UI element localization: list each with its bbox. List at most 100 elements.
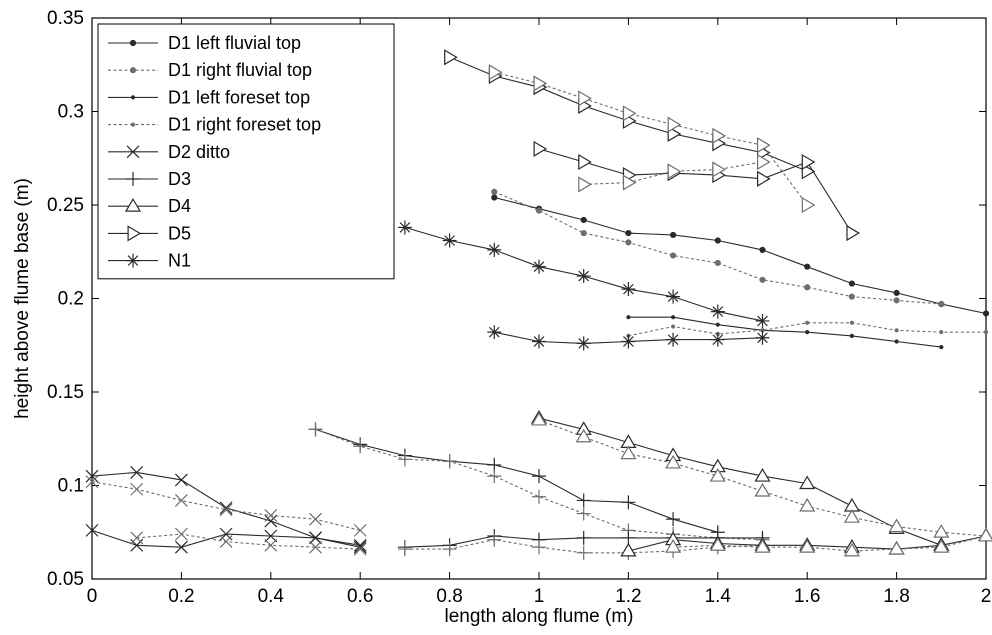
data-point-x <box>264 514 278 528</box>
data-point-plus <box>397 452 412 467</box>
data-point-dot <box>893 297 900 304</box>
data-point-point <box>130 95 136 100</box>
data-point-star <box>576 336 591 351</box>
data-point-plus <box>442 542 457 557</box>
data-point-dot <box>714 237 721 244</box>
legend-label: D1 left fluvial top <box>168 33 301 53</box>
data-point-triangle-right <box>578 176 592 193</box>
data-point-x <box>130 531 144 545</box>
data-point-x <box>174 527 188 541</box>
data-point-triangle-up <box>933 539 950 553</box>
data-point-dot <box>625 239 632 246</box>
data-point-point <box>130 122 136 127</box>
data-point-star <box>487 242 502 257</box>
axes: 0 0.2 0.4 0.6 0.8 1 1.2 1.4 1.6 1.8 2 0.05 0.1 0.15 0.… <box>47 8 991 607</box>
data-point-dot <box>714 259 721 267</box>
data-point-point <box>939 330 944 335</box>
data-point-star <box>621 282 636 297</box>
legend-entry: N1 <box>108 251 191 271</box>
data-point-star <box>621 334 636 349</box>
x-tick-label: 1.2 <box>615 586 641 607</box>
x-tick-label: 0 <box>87 586 98 607</box>
data-point-plus <box>621 530 636 545</box>
data-point-dot <box>491 188 498 196</box>
data-point-star <box>532 259 546 274</box>
data-point-plus <box>576 506 591 521</box>
data-point-triangle-up <box>620 542 637 557</box>
series-line <box>494 196 987 315</box>
data-point-x <box>85 469 99 483</box>
data-point-x <box>309 512 322 526</box>
data-point-star <box>532 334 546 349</box>
data-point-triangle-right <box>712 127 726 144</box>
data-point-dot <box>848 280 856 287</box>
x-tick-label: 2 <box>981 586 992 607</box>
data-point-star <box>442 233 457 248</box>
data-point-star <box>710 332 725 347</box>
x-tick-label: 0.6 <box>347 586 373 607</box>
data-point-x <box>174 540 188 554</box>
data-point-triangle-right <box>667 163 682 180</box>
data-point-triangle-up <box>620 445 637 460</box>
data-point-dot <box>670 231 677 239</box>
series-line <box>673 535 987 552</box>
data-point-triangle-up <box>709 537 726 551</box>
data-point-x <box>309 540 322 554</box>
series-d4-15 <box>665 527 992 557</box>
x-tick-label: 1 <box>534 586 545 607</box>
data-point-plus <box>621 495 636 510</box>
series-d2-5 <box>85 475 367 537</box>
data-point-triangle-up <box>575 428 592 443</box>
data-point-dot <box>535 207 543 214</box>
data-point-triangle-up <box>799 497 816 512</box>
legend-entry: D1 right fluvial top <box>108 60 312 80</box>
data-point-x <box>85 475 99 489</box>
data-point-point <box>894 328 899 333</box>
series-d2-7 <box>130 527 367 556</box>
legend-label: D1 left foreset top <box>168 87 310 107</box>
data-point-dot <box>804 263 811 270</box>
y-tick-label: 0.2 <box>58 289 84 310</box>
x-tick-label: 1.6 <box>794 586 820 607</box>
data-point-dot <box>759 276 766 283</box>
data-point-dot <box>580 229 587 237</box>
data-point-triangle-up <box>888 540 905 555</box>
data-point-point <box>715 322 720 327</box>
data-point-x <box>353 523 367 537</box>
y-tick-label: 0.15 <box>47 382 84 403</box>
data-point-x <box>353 542 367 556</box>
series-layer <box>85 49 992 560</box>
series-d5-16 <box>444 49 816 180</box>
data-point-point <box>849 333 855 338</box>
data-point-dot <box>848 293 856 300</box>
data-point-triangle-right <box>622 105 637 122</box>
data-point-triangle-right <box>533 75 548 92</box>
series-d1-3 <box>626 320 989 338</box>
legend-label: D1 right foreset top <box>168 115 321 135</box>
data-point-plus <box>397 542 412 557</box>
data-point-star <box>397 220 412 235</box>
data-point-triangle-right <box>757 153 771 171</box>
data-point-point <box>671 315 676 320</box>
x-tick-label: 0.8 <box>436 586 462 607</box>
data-point-triangle-right <box>444 49 458 66</box>
y-tick-label: 0.05 <box>47 569 84 590</box>
data-point-triangle-up <box>530 411 548 426</box>
legend-entry: D1 right foreset top <box>108 115 321 135</box>
series-d3-8 <box>308 422 725 540</box>
data-point-triangle-up <box>754 467 771 482</box>
data-point-triangle-right <box>846 225 861 242</box>
legend-entry: D1 left fluvial top <box>108 33 301 53</box>
y-axis-label: height above flume base (m) <box>12 178 33 419</box>
data-point-point <box>983 330 989 335</box>
data-point-triangle-up <box>124 198 142 212</box>
x-axis-label: length along flume (m) <box>444 606 633 627</box>
data-point-triangle-right <box>578 90 592 107</box>
series-d1-1 <box>491 188 945 308</box>
data-point-x <box>264 529 278 543</box>
y-tick-label: 0.35 <box>47 8 84 29</box>
data-point-plus <box>532 540 546 555</box>
data-point-triangle-right <box>533 140 548 157</box>
data-point-triangle-up <box>754 482 771 497</box>
data-point-dot <box>580 216 587 224</box>
